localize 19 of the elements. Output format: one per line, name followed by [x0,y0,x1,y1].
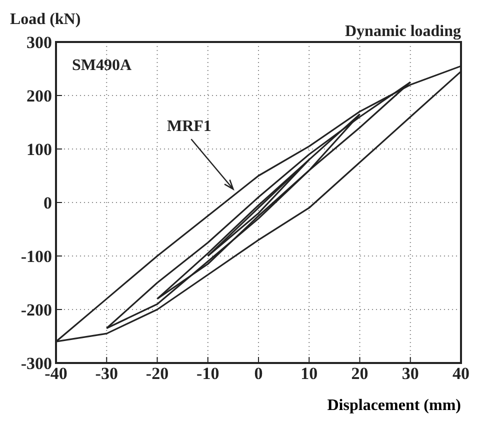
y-axis-title: Load (kN) [10,11,81,28]
x-tick-label: 20 [351,364,368,384]
annotation: MRF1 [166,118,212,136]
chart-title: Dynamic loading [344,23,461,40]
y-tick-label: 200 [26,86,52,106]
y-tick-label: 0 [44,194,52,213]
x-axis-title: Displacement (mm) [327,397,461,415]
y-tick-label: -200 [20,300,52,320]
x-tick-label: -20 [146,364,169,384]
annotation: SM490A [72,57,132,74]
x-tick-label: 0 [254,364,263,384]
y-tick-label: -100 [20,247,52,266]
x-tick-label: 30 [402,364,419,384]
x-tick-label: 10 [300,364,318,384]
y-tick-label: 100 [26,140,52,160]
x-tick-label: -10 [196,364,220,384]
y-tick-label: 300 [26,33,52,52]
x-tick-label: 40 [452,364,470,384]
x-tick-label: -30 [95,364,118,384]
